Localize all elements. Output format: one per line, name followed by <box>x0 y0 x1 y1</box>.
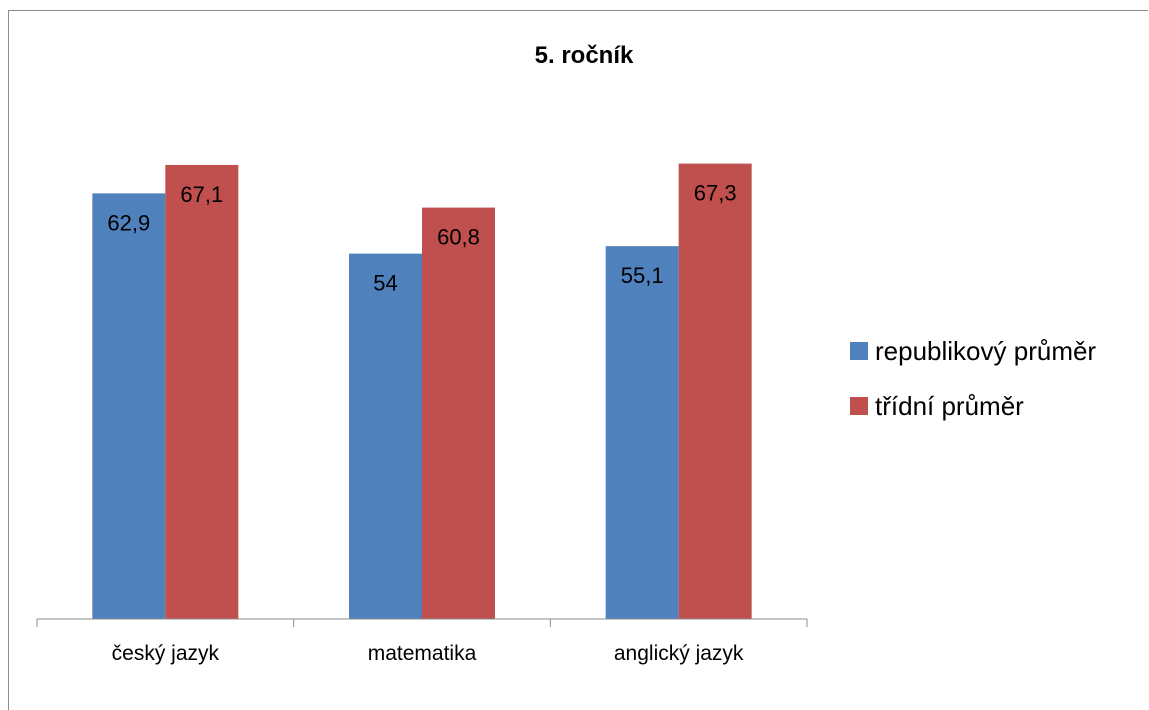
legend-label: republikový průměr <box>875 336 1096 366</box>
chart-frame <box>8 10 1148 710</box>
x-axis: český jazyk matematika anglický jazyk <box>36 618 808 665</box>
bar-tridni-2 <box>422 207 495 619</box>
bar-republikovy-2 <box>349 253 422 619</box>
bar-tridni-3 <box>678 163 752 619</box>
data-label: 54 <box>373 271 397 296</box>
legend-swatch <box>850 397 868 415</box>
data-label: 67,3 <box>694 181 737 206</box>
chart-title: 5. ročník <box>535 42 634 69</box>
x-tick-label: anglický jazyk <box>614 642 744 665</box>
legend: republikový průměr třídní průměr <box>850 336 1096 421</box>
bars: 62,9 67,1 54 60,8 55,1 67,3 <box>92 163 752 620</box>
data-label: 62,9 <box>107 210 150 235</box>
x-tick-label: matematika <box>368 642 477 665</box>
data-label: 60,8 <box>437 225 480 250</box>
data-label: 67,1 <box>180 182 223 207</box>
data-label: 55,1 <box>621 263 664 288</box>
bar-tridni-1 <box>165 164 239 619</box>
legend-label: třídní průměr <box>875 391 1024 421</box>
bar-republikovy-3 <box>605 246 679 619</box>
x-tick-label: český jazyk <box>112 642 220 665</box>
bar-chart: 5. ročník 62,9 67,1 54 60,8 55,1 67,3 český j… <box>36 42 1096 665</box>
bar-republikovy-1 <box>92 193 166 620</box>
legend-swatch <box>850 342 868 360</box>
